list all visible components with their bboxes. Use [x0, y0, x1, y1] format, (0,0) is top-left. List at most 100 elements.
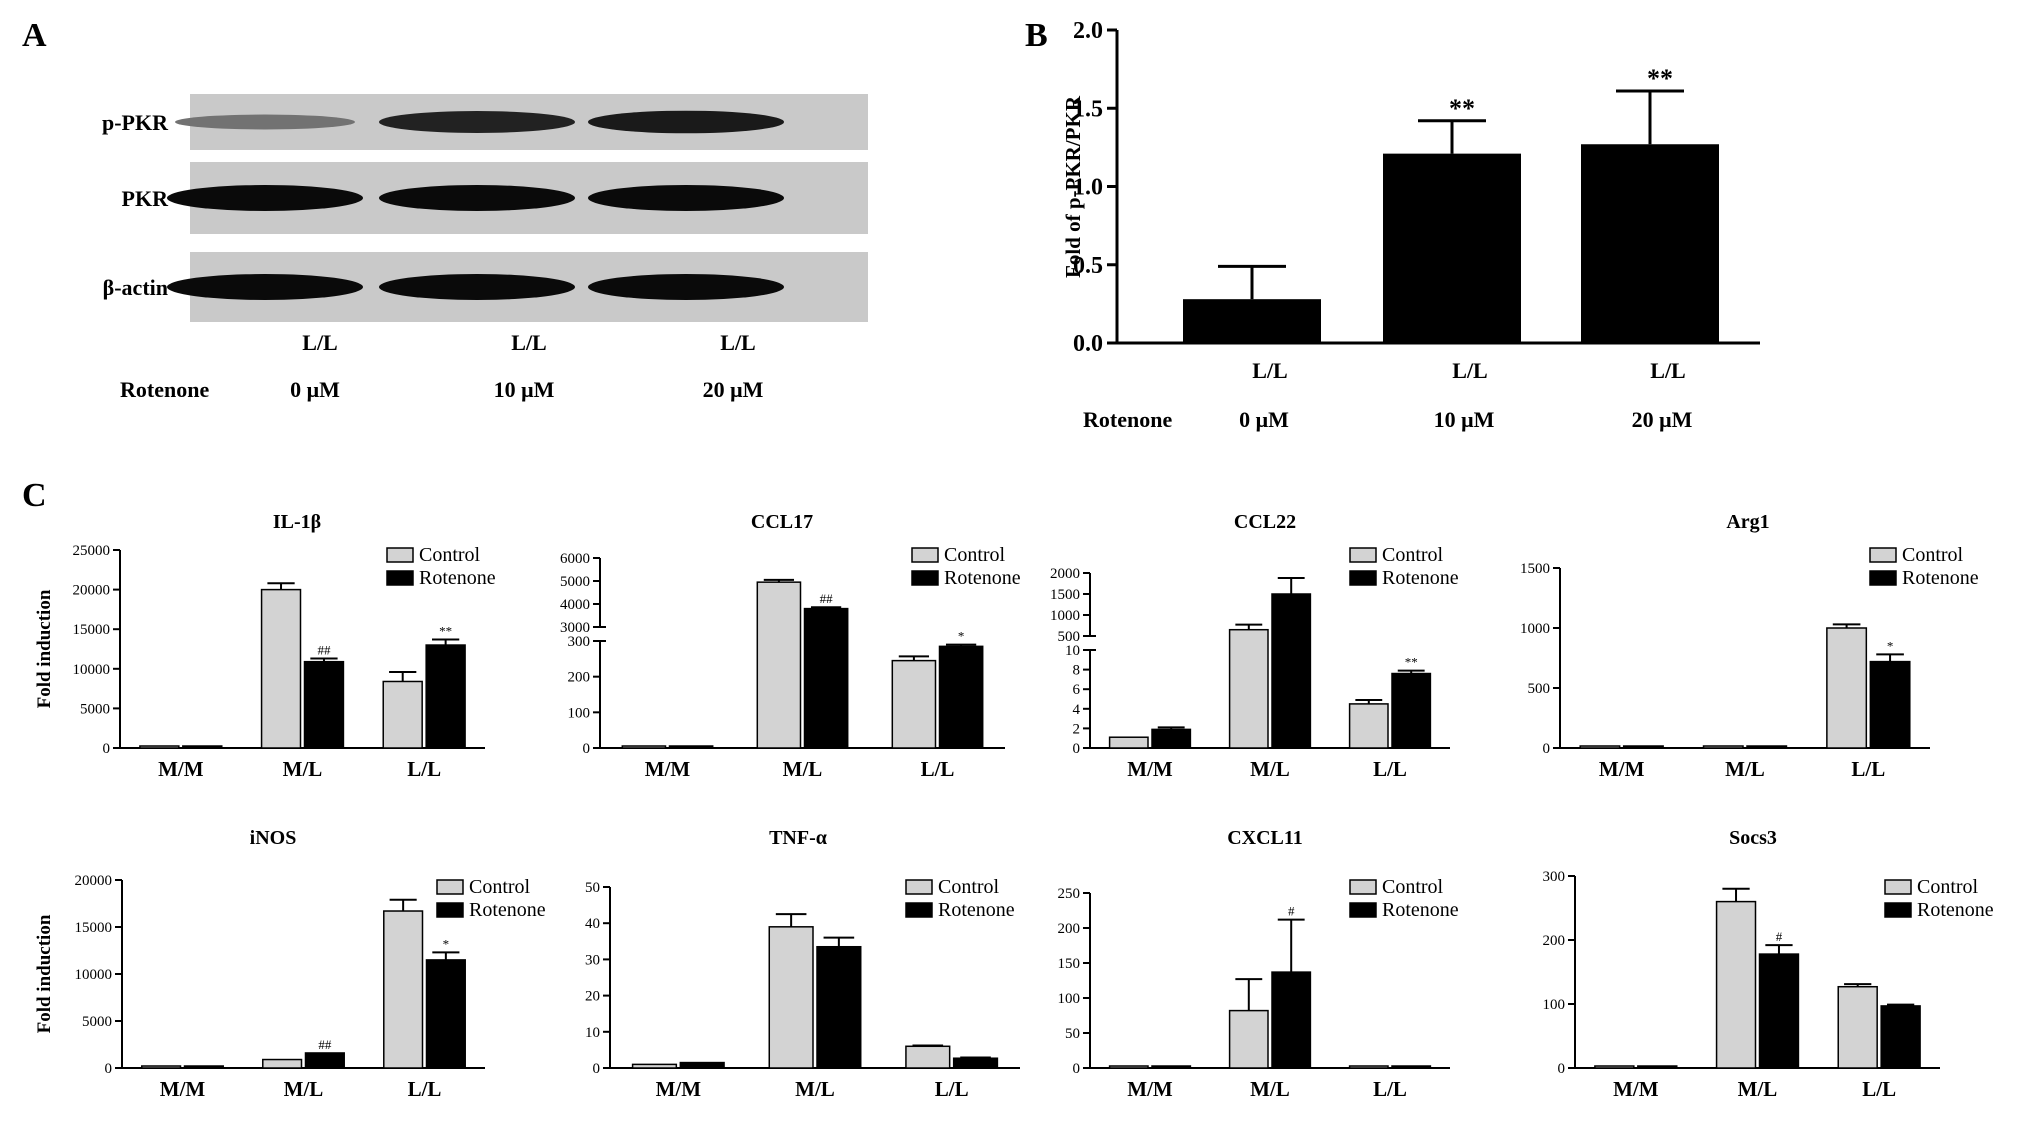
legend-swatch	[436, 902, 464, 918]
y-tick-label: 10000	[73, 662, 111, 678]
bar-rotenone	[668, 745, 714, 749]
bar-control	[631, 1063, 678, 1069]
bar-rotenone	[425, 644, 466, 749]
y-tick-label: 20000	[75, 873, 113, 889]
y-tick-label: 40	[585, 916, 600, 932]
y-tick-label: 50	[1065, 1026, 1080, 1042]
bar-control	[1715, 900, 1757, 1069]
bar-control	[383, 910, 424, 1069]
legend-label: Rotenone	[1382, 899, 1459, 921]
x-category-label: M/L	[284, 1077, 324, 1101]
dose-label: 10 μM	[1434, 407, 1495, 432]
legend-swatch	[905, 879, 933, 895]
y-tick-label: 25000	[73, 543, 111, 559]
bar-control	[1228, 628, 1269, 749]
legend-swatch	[1349, 879, 1377, 895]
y-axis-title: Fold induction	[34, 914, 55, 1033]
bar-rotenone	[803, 607, 849, 749]
x-category-label: M/M	[1127, 1077, 1173, 1101]
legend-label: Control	[419, 544, 481, 566]
legend-label: Control	[1382, 544, 1444, 566]
bar-rotenone	[183, 1065, 224, 1069]
chart-title: iNOS	[250, 827, 297, 849]
y-tick-label: 0	[1543, 741, 1551, 757]
bar-control	[1826, 627, 1868, 749]
x-category-label: M/M	[1613, 1077, 1659, 1101]
x-category-label: M/M	[1599, 757, 1645, 781]
bar-rotenone	[303, 660, 345, 749]
y-tick-label: 500	[1058, 629, 1081, 645]
panel-label-c: C	[22, 477, 47, 514]
bar-rotenone	[1880, 1005, 1921, 1069]
x-category-label: L/L	[408, 1077, 442, 1101]
y-tick-label: 6	[1073, 682, 1081, 698]
blot-lane-label: L/L	[302, 330, 337, 355]
x-category-label: L/L	[921, 757, 955, 781]
bar-rotenone	[1746, 745, 1788, 749]
western-blot: p-PKR PKR β-actin L/L L/L L/L Rotenone 0 μM 10 μ…	[102, 94, 868, 402]
bar-rotenone	[1271, 971, 1312, 1069]
y-tick-label: 200	[568, 670, 591, 686]
treatment-label: Rotenone	[1083, 407, 1172, 432]
panel-label-b: B	[1025, 17, 1048, 54]
x-category-label: L/L	[1452, 358, 1487, 383]
x-category-label: M/L	[1250, 757, 1290, 781]
chart-title: CCL17	[751, 511, 813, 533]
blot-row-label: PKR	[122, 186, 170, 211]
legend-label: Rotenone	[1902, 567, 1979, 589]
y-tick-label: 0	[593, 1061, 601, 1077]
significance-mark: ##	[820, 591, 834, 606]
legend-swatch	[1869, 547, 1897, 563]
x-category-label: M/M	[656, 1077, 702, 1101]
x-category-label: L/L	[935, 1077, 969, 1101]
x-category-label: M/L	[1250, 1077, 1290, 1101]
x-category-label: L/L	[1373, 1077, 1407, 1101]
legend-label: Rotenone	[944, 567, 1021, 589]
x-category-label: M/L	[283, 757, 323, 781]
legend-swatch	[905, 902, 933, 918]
chart-title: IL-1β	[273, 511, 321, 533]
bar-control	[382, 680, 423, 749]
significance-mark: #	[1776, 929, 1783, 944]
chart-title: CXCL11	[1227, 827, 1303, 849]
bar-control	[756, 581, 802, 749]
blot-dose-label: 20 μM	[703, 377, 764, 402]
significance-mark: **	[439, 623, 452, 638]
y-tick-label: 0	[583, 741, 591, 757]
bar-control	[262, 1058, 303, 1069]
x-category-label: L/L	[1650, 358, 1685, 383]
bar-control	[621, 745, 667, 749]
y-tick-label: 0	[103, 741, 111, 757]
blot-row-label: p-PKR	[102, 110, 169, 135]
bar-rotenone	[1391, 1065, 1432, 1069]
significance-mark: **	[1647, 64, 1673, 93]
bar-rotenone	[182, 745, 223, 749]
blot-lane-label: L/L	[511, 330, 546, 355]
chart-cxcl11: 0 50 100 150 200 250 CXCL11 M/M M/L # L/L ControlRo…	[1058, 827, 1459, 1101]
bar-control	[1702, 745, 1744, 749]
y-tick-label: 150	[1058, 956, 1081, 972]
bar-control	[260, 588, 302, 749]
y-tick-label: 1000	[1520, 621, 1550, 637]
bar-control	[141, 1065, 182, 1069]
blot-band	[588, 185, 784, 211]
chart-il-1b: 0 5000 10000 15000 20000 25000 IL-1β Fold induc…	[34, 511, 496, 781]
significance-mark: #	[1288, 904, 1295, 919]
legend-label: Rotenone	[1382, 567, 1459, 589]
legend-label: Rotenone	[938, 899, 1015, 921]
blot-lane-label: L/L	[720, 330, 755, 355]
x-category-label: L/L	[1862, 1077, 1896, 1101]
y-tick-label: 8	[1073, 663, 1081, 679]
blot-band	[167, 185, 363, 211]
bar-control	[1108, 736, 1149, 749]
y-tick-label: 6000	[560, 551, 590, 567]
bar-rotenone	[1271, 593, 1312, 749]
blot-band	[379, 185, 575, 211]
blot-dose-label: 0 μM	[290, 377, 340, 402]
blot-dose-label: 10 μM	[494, 377, 555, 402]
legend-swatch	[1349, 547, 1377, 563]
bar-control	[1348, 703, 1389, 749]
legend-label: Control	[1382, 876, 1444, 898]
